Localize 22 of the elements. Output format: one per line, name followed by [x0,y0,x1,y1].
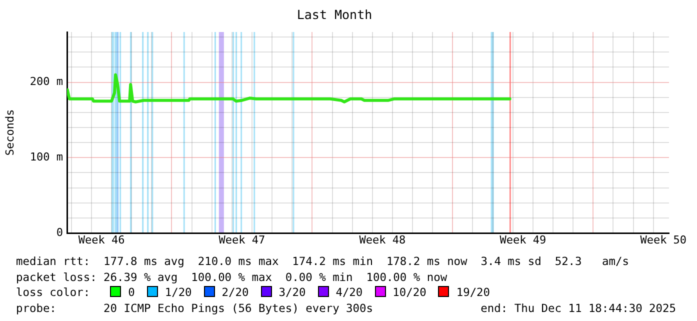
text: 0 [128,286,135,300]
x-tick-label: Week 47 [218,233,266,246]
text: loss color: [16,286,90,300]
text: end: Thu Dec 11 18:44:30 2025 [480,300,676,316]
text: 10/20 [392,286,426,300]
text: 19/20 [456,286,490,300]
text: packet loss: 26.39 % avg 100.00 % max 0.00 % min 100.00 % now [16,270,448,286]
x-tick-label: Week 50 [640,233,687,246]
y-tick-label: 0 [56,226,63,239]
text: 1/20 [164,286,192,300]
x-tick-label: Week 49 [500,233,546,246]
text: 2/20 [222,286,249,300]
y-axis-title: Seconds [3,109,16,156]
chart-title: Last Month [296,6,372,22]
text: 4/20 [336,286,363,300]
text: probe: 20 ICMP Echo Pings (56 Bytes) every 300s [16,302,373,315]
text: median rtt: 177.8 ms avg 210.0 ms max 174.2 ms min 178.2 ms now 3.4 ms sd 52.3 am/s [16,254,630,270]
x-tick-label: Week 48 [359,233,406,246]
y-tick-label: 100 m [30,150,64,164]
x-tick-label: Week 46 [78,233,125,246]
text: 3/20 [278,286,306,300]
y-tick-label: 200 m [30,75,64,88]
